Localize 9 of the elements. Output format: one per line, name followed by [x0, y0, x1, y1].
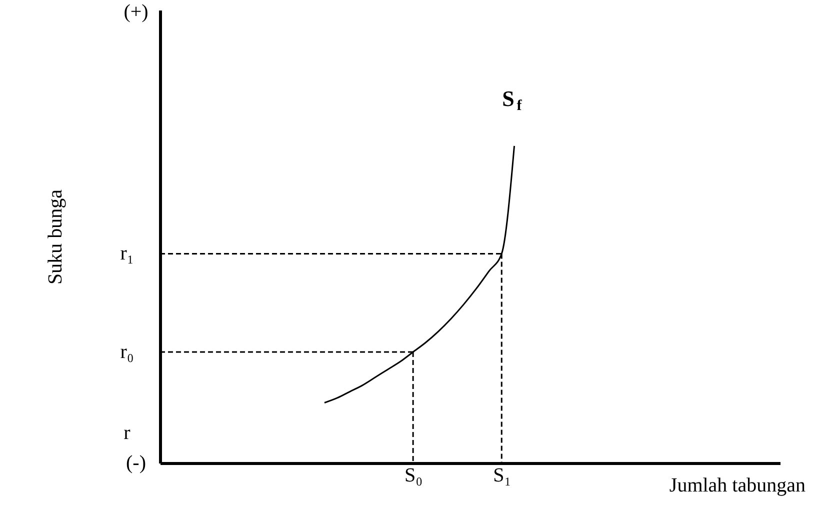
y-axis-title: Suku bunga: [44, 189, 66, 284]
x-axis-title: Jumlah tabungan: [669, 474, 806, 496]
text: (-): [126, 452, 146, 474]
x-tick-label: S₁: [493, 464, 512, 486]
x-tick-label: S₀: [404, 464, 423, 486]
text: r₁: [120, 242, 134, 265]
text: (+): [124, 1, 148, 23]
text: r₀: [120, 341, 134, 364]
text: r: [124, 422, 131, 444]
